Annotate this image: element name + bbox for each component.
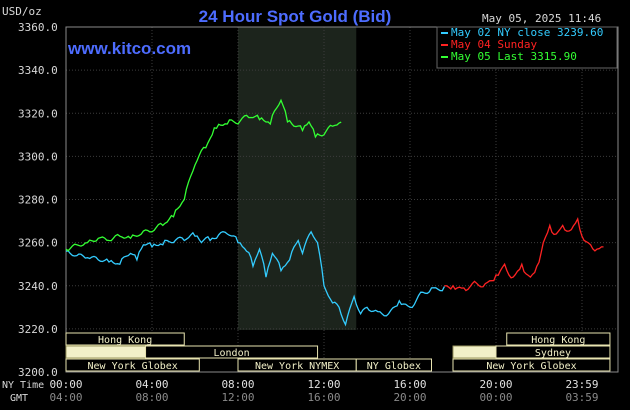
x-tick-label-ny: 23:59 — [565, 378, 598, 391]
y-tick-label: 3360.0 — [18, 21, 58, 34]
session-label: New York Globex — [87, 361, 177, 372]
nymex-window-shade — [238, 27, 357, 330]
market-sessions: Hong Kong London New York Globex New York N… — [65, 332, 611, 372]
chart-title: 24 Hour Spot Gold (Bid) — [199, 7, 392, 26]
y-tick-label: 3300.0 — [18, 150, 58, 163]
price-series — [65, 98, 604, 327]
x-tick-label-gmt: 20:00 — [393, 391, 426, 404]
x-tick-label-gmt: 03:59 — [565, 391, 598, 404]
session-label: New York NYMEX — [255, 361, 339, 372]
series-line-2 — [444, 216, 604, 292]
x-tick-label-ny: 12:00 — [307, 378, 340, 391]
legend-entry: May 05 Last 3315.90 — [451, 50, 577, 63]
x-tick-label-ny: 00:00 — [49, 378, 82, 391]
session-label: Hong Kong — [98, 335, 152, 346]
session-block — [452, 345, 497, 359]
session-bar — [145, 345, 319, 359]
y-tick-label: 3280.0 — [18, 194, 58, 207]
x-tick-label-gmt: 12:00 — [221, 391, 254, 404]
watermark: www.kitco.com — [67, 39, 191, 58]
legend-entry: May 04 Sunday — [451, 38, 537, 51]
session-bar — [452, 358, 611, 372]
x-tick-label-gmt: 08:00 — [135, 391, 168, 404]
session-label: Hong Kong — [531, 335, 585, 346]
y-tick-label: 3200.0 — [18, 366, 58, 379]
y-axis-ticks: 3360.0 3340.0 3320.0 3300.0 3280.0 3260.0 3240… — [18, 21, 58, 379]
x-tick-label-gmt: 04:00 — [49, 391, 82, 404]
y-tick-label: 3340.0 — [18, 64, 58, 77]
unit-label: USD/oz — [2, 5, 42, 18]
plot-frame — [65, 26, 619, 373]
x-tick-label-ny: 16:00 — [393, 378, 426, 391]
grid-lines — [65, 26, 618, 373]
session-label: Sydney — [535, 348, 571, 359]
series-line-1 — [65, 230, 445, 327]
timestamp: May 05, 2025 11:46 — [482, 12, 601, 25]
x-tick-label-ny: 04:00 — [135, 378, 168, 391]
legend-box — [436, 26, 618, 69]
x-tick-label-gmt: 16:00 — [307, 391, 340, 404]
session-block — [65, 345, 147, 359]
session-bar — [65, 332, 185, 346]
session-label: NY Globex — [367, 361, 421, 372]
y-tick-label: 3260.0 — [18, 237, 58, 250]
y-tick-label: 3240.0 — [18, 280, 58, 293]
session-bar — [506, 332, 611, 346]
series-line-3 — [65, 98, 342, 252]
y-tick-label: 3220.0 — [18, 323, 58, 336]
x-axis-ticks: 00:00 04:00 08:00 12:00 16:00 20:00 23:5904:00… — [49, 378, 598, 404]
session-label: New York Globex — [486, 361, 576, 372]
session-label: London — [213, 348, 249, 359]
x-tick-label-ny: 08:00 — [221, 378, 254, 391]
session-bar — [355, 358, 432, 372]
session-bar — [65, 358, 200, 372]
legend-entry: May 02 NY close 3239.60 — [451, 26, 603, 39]
x-axis-label-ny: NY Time — [2, 380, 44, 391]
x-tick-label-gmt: 00:00 — [479, 391, 512, 404]
session-bar — [495, 345, 611, 359]
x-tick-label-ny: 20:00 — [479, 378, 512, 391]
y-tick-label: 3320.0 — [18, 107, 58, 120]
x-axis-label-gmt: GMT — [10, 393, 28, 404]
